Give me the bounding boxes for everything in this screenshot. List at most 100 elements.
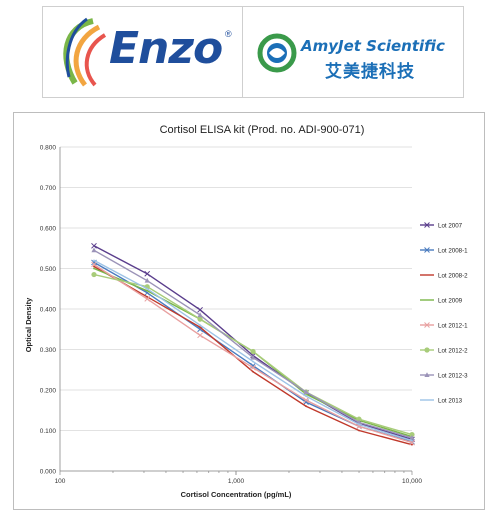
data-point: [91, 247, 97, 253]
marker-stroke: [197, 306, 203, 313]
data-point: [91, 271, 97, 278]
data-point: [409, 431, 415, 438]
data-point: [199, 324, 201, 327]
y-axis-label: Optical Density: [24, 297, 33, 352]
y-tick-label: 0.700: [40, 185, 57, 192]
legend-label: Lot 2012-3: [438, 372, 468, 379]
legend-item: Lot 2008-2: [420, 272, 468, 279]
data-point: [358, 429, 360, 432]
data-point: [303, 389, 309, 395]
axis-layer: 0.000 0.100 0.200 0.300 0.400 0.500 0.600 0.700…: [40, 145, 423, 486]
marker-stroke: [91, 261, 97, 268]
y-tick-label: 0.600: [40, 226, 57, 233]
data-point: [197, 326, 203, 333]
data-point: [409, 439, 415, 446]
data-point: [144, 296, 151, 302]
amyjet-chinese-name: 艾美捷科技: [325, 62, 415, 82]
x-tick-label: 10,000: [402, 478, 422, 485]
data-point: [252, 370, 254, 373]
marker-stroke: [144, 270, 151, 277]
marker-stroke: [144, 296, 151, 302]
marker-stroke: [424, 222, 430, 228]
enzo-wordmark: Enzo: [109, 23, 223, 74]
data-point: [409, 434, 415, 440]
y-tick-label: 0.800: [40, 145, 57, 152]
logo-banner: Enzo ® AmyJet Scientific 艾美捷科技: [42, 6, 464, 98]
y-tick-label: 0.100: [40, 428, 57, 435]
series-lot-2008-2: [93, 265, 413, 446]
y-tick-label: 0.500: [40, 266, 57, 273]
legend-marker: [424, 372, 430, 377]
cortisol-chart: Cortisol ELISA kit (Prod. no. ADI-900-07…: [24, 124, 468, 499]
data-point: [197, 332, 203, 339]
legend-item: Lot 2013: [420, 397, 463, 404]
data-point: [93, 267, 95, 270]
legend-item: Lot 2009: [420, 297, 463, 304]
chart-container: Cortisol ELISA kit (Prod. no. ADI-900-07…: [13, 112, 485, 510]
legend-label: Lot 2009: [438, 297, 463, 304]
y-tick-label: 0.400: [40, 307, 57, 314]
series-lot-2012-3: [91, 247, 415, 440]
enzo-helix-logo: [63, 17, 107, 87]
data-point: [411, 443, 413, 446]
data-point: [93, 259, 95, 262]
y-tick-label: 0.200: [40, 388, 57, 395]
marker-stroke: [197, 332, 203, 339]
data-point: [303, 397, 309, 403]
registered-mark: ®: [225, 29, 232, 39]
marker-stroke: [424, 247, 430, 253]
data-point: [356, 416, 362, 422]
legend-layer: Lot 2007 Lot 2008-1 Lot 2008-2 Lot 2009 Lot …: [420, 222, 468, 404]
legend-item: Lot 2012-2: [420, 347, 468, 354]
x-axis-label: Cortisol Concentration (pg/mL): [181, 490, 292, 499]
amyjet-wordmark: AmyJet Scientific: [301, 37, 445, 55]
legend-item: Lot 2007: [420, 222, 463, 229]
x-tick-label: 100: [55, 478, 66, 485]
legend-label: Lot 2008-2: [438, 272, 468, 279]
series-lot-2007: [91, 242, 415, 443]
y-tick-label: 0.000: [40, 469, 57, 476]
legend-label: Lot 2007: [438, 222, 463, 229]
y-tick-label: 0.300: [40, 347, 57, 354]
data-point: [91, 242, 97, 249]
data-point: [305, 395, 307, 397]
legend-item: Lot 2012-3: [420, 372, 468, 379]
data-point: [146, 287, 149, 290]
data-point: [197, 306, 203, 313]
legend-marker: [424, 322, 430, 328]
marker-stroke: [303, 397, 309, 403]
data-point: [197, 312, 203, 318]
data-point: [250, 354, 256, 360]
legend-label: Lot 2008-1: [438, 247, 468, 254]
data-point: [250, 364, 256, 371]
marker-stroke: [409, 438, 415, 445]
data-point: [146, 295, 149, 298]
marker-stroke: [424, 322, 430, 328]
data-point: [144, 270, 151, 277]
marker-stroke: [250, 364, 256, 371]
data-point: [91, 261, 97, 268]
series-line: [93, 245, 413, 441]
data-point: [199, 326, 201, 329]
data-point: [411, 439, 413, 442]
amyjet-globe-logo: [257, 33, 297, 73]
data-point: [250, 348, 256, 355]
marker-stroke: [197, 326, 203, 333]
series-layer: [91, 242, 415, 446]
data-point: [93, 265, 95, 268]
legend-marker: [424, 247, 430, 253]
series-lot-2012-2: [91, 271, 415, 438]
legend-label: Lot 2012-1: [438, 322, 468, 329]
data-point: [146, 289, 149, 292]
x-tick-label: 1,000: [228, 478, 245, 485]
series-line: [93, 249, 413, 439]
chart-title: Cortisol ELISA kit (Prod. no. ADI-900-07…: [160, 124, 365, 136]
legend-item: Lot 2008-1: [420, 247, 468, 254]
data-point: [358, 423, 360, 426]
marker-stroke: [91, 242, 97, 249]
data-point: [252, 360, 254, 363]
data-point: [144, 277, 150, 283]
series-lot-2013: [93, 259, 413, 442]
marker-stroke: [409, 439, 415, 446]
legend-marker: [424, 347, 430, 353]
